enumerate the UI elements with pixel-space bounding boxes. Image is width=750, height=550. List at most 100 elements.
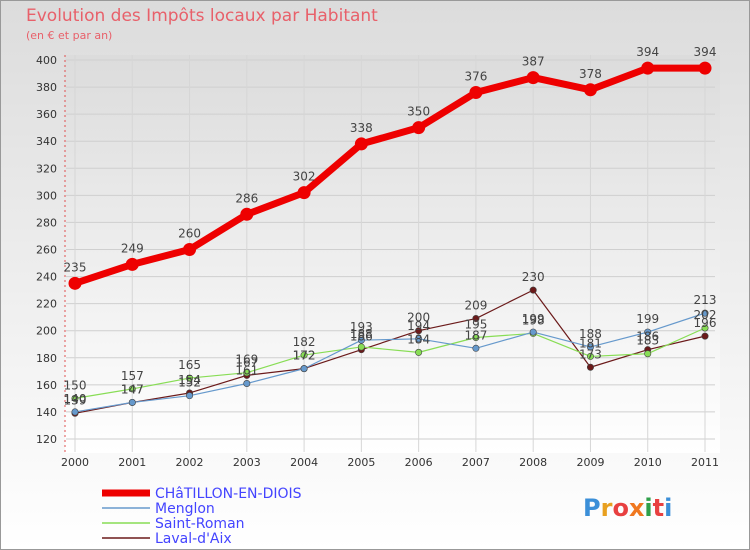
grid xyxy=(66,55,715,452)
logo-letter: t xyxy=(653,494,664,522)
legend: CHâTILLON-EN-DIOISMenglonSaint-RomanLava… xyxy=(102,486,302,547)
data-label-3-9: 173 xyxy=(579,347,602,361)
y-tick-label: 160 xyxy=(36,379,57,392)
logo-letter: P xyxy=(583,494,601,522)
data-label-3-6: 200 xyxy=(407,311,430,325)
data-label-3-4: 172 xyxy=(293,349,316,363)
data-label-0-6: 350 xyxy=(407,105,430,119)
data-label-2-9: 181 xyxy=(579,336,602,350)
data-label-0-8: 387 xyxy=(522,55,545,69)
series-line-0 xyxy=(71,64,709,287)
data-point-0-10 xyxy=(641,61,655,75)
y-axis: 120 140 160 180 200 220 240 260 280 300 320 340 360 3… xyxy=(36,54,66,452)
data-label-3-1: 147 xyxy=(121,382,144,396)
proxiti-logo: Proxiti xyxy=(583,494,672,522)
data-point-2-6 xyxy=(415,348,423,356)
y-tick-label: 240 xyxy=(36,271,57,284)
legend-label-3: Laval-d'Aix xyxy=(155,531,232,547)
data-label-3-2: 154 xyxy=(178,373,201,387)
data-point-2-11 xyxy=(701,324,709,332)
data-label-0-10: 394 xyxy=(636,45,659,59)
logo-letter: o xyxy=(612,494,629,522)
data-label-3-10: 186 xyxy=(636,330,659,344)
data-point-2-5 xyxy=(357,343,365,351)
data-label-0-5: 338 xyxy=(350,121,373,135)
chart-subtitle: (en € et par an) xyxy=(26,29,112,42)
data-label-1-5: 193 xyxy=(350,320,373,334)
data-point-2-2 xyxy=(186,374,194,382)
x-tick-label: 2010 xyxy=(634,456,662,469)
data-point-1-9 xyxy=(586,343,594,351)
data-label-3-7: 209 xyxy=(464,299,487,313)
data-label-2-3: 169 xyxy=(235,353,258,367)
y-tick-label: 300 xyxy=(36,189,57,202)
data-label-0-2: 260 xyxy=(178,227,201,241)
data-point-3-6 xyxy=(415,327,423,335)
data-label-1-1: 147 xyxy=(121,382,144,396)
x-tick-label: 2001 xyxy=(118,456,146,469)
data-point-0-5 xyxy=(354,137,368,151)
data-point-0-11 xyxy=(698,61,712,75)
data-point-0-1 xyxy=(125,257,139,271)
data-point-2-7 xyxy=(472,333,480,341)
data-point-0-9 xyxy=(583,83,597,97)
data-point-2-1 xyxy=(128,385,136,393)
data-point-1-7 xyxy=(472,344,480,352)
data-point-2-4 xyxy=(300,351,308,359)
data-label-1-8: 199 xyxy=(522,312,545,326)
data-point-2-10 xyxy=(644,350,652,358)
data-label-0-0: 235 xyxy=(64,260,87,274)
y-tick-label: 380 xyxy=(36,81,57,94)
y-tick-label: 140 xyxy=(36,406,57,419)
data-point-2-0 xyxy=(71,394,79,402)
data-point-3-11 xyxy=(701,332,709,340)
data-point-1-1 xyxy=(128,398,136,406)
data-label-1-7: 187 xyxy=(464,328,487,342)
data-label-0-3: 286 xyxy=(235,191,258,205)
data-point-3-8 xyxy=(529,286,537,294)
data-label-1-4: 172 xyxy=(293,349,316,363)
data-label-0-7: 376 xyxy=(464,69,487,83)
data-point-3-9 xyxy=(586,363,594,371)
data-label-2-2: 165 xyxy=(178,358,201,372)
x-tick-label: 2002 xyxy=(176,456,204,469)
data-label-1-6: 194 xyxy=(407,319,430,333)
data-label-2-7: 195 xyxy=(464,317,487,331)
x-tick-label: 2008 xyxy=(519,456,547,469)
x-tick-label: 2005 xyxy=(347,456,375,469)
y-tick-label: 400 xyxy=(36,54,57,67)
x-tick-label: 2000 xyxy=(61,456,89,469)
x-tick-label: 2006 xyxy=(405,456,433,469)
data-label-2-10: 183 xyxy=(636,334,659,348)
data-label-1-2: 152 xyxy=(178,376,201,390)
x-tick-label: 2011 xyxy=(691,456,719,469)
data-label-0-11: 394 xyxy=(694,45,717,59)
series-layer xyxy=(68,61,712,417)
data-label-3-11: 196 xyxy=(694,316,717,330)
data-label-1-10: 199 xyxy=(636,312,659,326)
data-point-2-3 xyxy=(243,369,251,377)
data-label-0-9: 378 xyxy=(579,67,602,81)
x-axis: 2000 2001 2002 2003 2004 2005 2006 2007 2008 2009… xyxy=(61,456,719,469)
series-line-1 xyxy=(74,312,706,413)
y-tick-label: 340 xyxy=(36,135,57,148)
data-label-0-4: 302 xyxy=(293,170,316,184)
data-point-1-6 xyxy=(415,335,423,343)
legend-label-0: CHâTILLON-EN-DIOIS xyxy=(155,486,302,502)
data-point-1-3 xyxy=(243,380,251,388)
logo-letter: i xyxy=(644,494,652,522)
data-label-3-3: 167 xyxy=(235,355,258,369)
data-point-0-7 xyxy=(469,85,483,99)
data-point-1-8 xyxy=(529,328,537,336)
y-tick-label: 180 xyxy=(36,352,57,365)
data-label-2-1: 157 xyxy=(121,369,144,383)
data-point-1-0 xyxy=(71,408,79,416)
data-label-2-4: 182 xyxy=(293,335,316,349)
logo-letter: i xyxy=(664,494,672,522)
y-tick-label: 220 xyxy=(36,298,57,311)
x-tick-label: 2003 xyxy=(233,456,261,469)
data-label-2-6: 184 xyxy=(407,332,430,346)
data-point-1-2 xyxy=(186,392,194,400)
